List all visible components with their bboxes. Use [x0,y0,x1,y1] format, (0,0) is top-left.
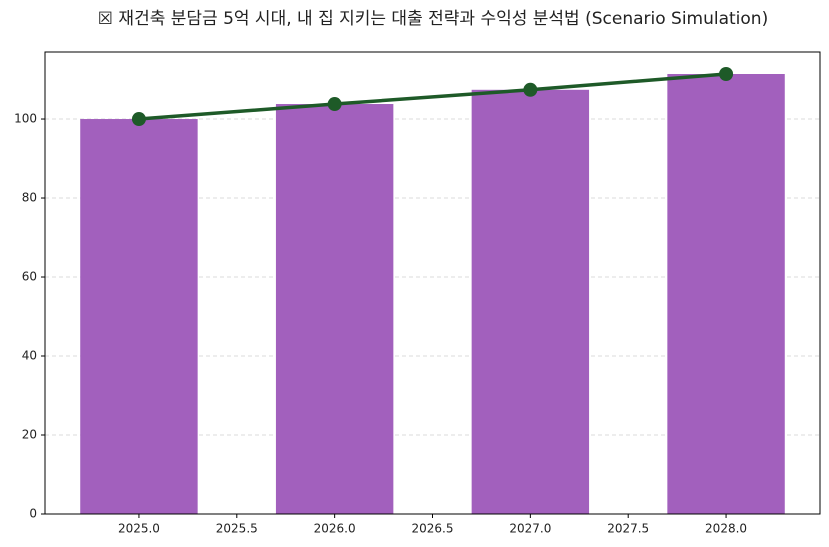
bar [80,119,198,515]
line [138,72,727,121]
x-tick-label: 2027.5 [607,522,649,536]
x-tick-label: 2026.5 [412,522,454,536]
x-tick-label: 2028.0 [705,522,747,536]
x-tick-label: 2027.0 [509,522,551,536]
bar [275,104,394,515]
y-tick-label: 0 [29,507,37,521]
marker [327,97,342,112]
y-tick-label: 20 [22,428,37,442]
axes-frame [44,51,821,515]
y-tick-label: 40 [22,349,37,363]
y-tick-label: 60 [22,270,37,284]
marker [131,112,146,127]
bar [471,89,590,514]
chart-title: ☒ 재건축 분담금 5억 시대, 내 집 지키는 대출 전략과 수익성 분석법 … [98,9,768,29]
y-tick-label: 100 [14,112,37,126]
y-tick-label: 80 [22,191,37,205]
x-tick-label: 2026.0 [314,522,356,536]
bar [667,74,785,514]
x-tick-label: 2025.0 [118,522,160,536]
x-tick-label: 2025.5 [216,522,258,536]
marker [719,67,734,81]
marker [523,82,538,97]
